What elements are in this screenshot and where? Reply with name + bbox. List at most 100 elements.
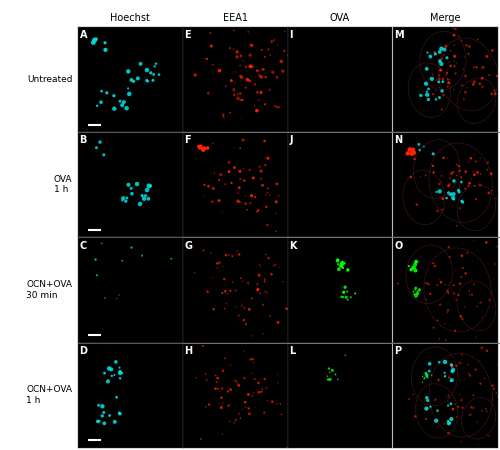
Circle shape: [458, 165, 460, 167]
Circle shape: [121, 260, 123, 262]
Circle shape: [224, 290, 226, 292]
Circle shape: [466, 252, 468, 254]
Circle shape: [459, 207, 461, 209]
Circle shape: [130, 246, 132, 249]
Circle shape: [258, 391, 260, 394]
Circle shape: [424, 372, 428, 375]
Circle shape: [243, 179, 246, 182]
Circle shape: [277, 382, 278, 383]
Circle shape: [462, 354, 463, 356]
Circle shape: [104, 41, 106, 45]
Circle shape: [455, 270, 456, 271]
Circle shape: [464, 306, 466, 308]
Circle shape: [450, 417, 454, 421]
Circle shape: [488, 192, 490, 194]
Circle shape: [472, 260, 474, 261]
Circle shape: [248, 308, 250, 311]
Circle shape: [280, 414, 282, 415]
Circle shape: [444, 45, 448, 48]
Circle shape: [244, 20, 246, 22]
Circle shape: [206, 146, 210, 150]
Circle shape: [492, 399, 493, 401]
Circle shape: [438, 189, 442, 194]
Circle shape: [255, 109, 258, 112]
Circle shape: [229, 420, 231, 423]
Circle shape: [412, 151, 416, 155]
Circle shape: [442, 94, 444, 97]
Circle shape: [258, 274, 260, 277]
Text: J: J: [290, 135, 293, 145]
Circle shape: [442, 209, 444, 211]
Text: M: M: [394, 30, 404, 40]
Circle shape: [432, 74, 434, 76]
Circle shape: [448, 394, 450, 396]
Circle shape: [414, 269, 418, 273]
Circle shape: [337, 263, 339, 266]
Circle shape: [99, 100, 103, 104]
Circle shape: [245, 66, 247, 68]
Circle shape: [457, 3, 460, 6]
Circle shape: [446, 421, 451, 425]
Circle shape: [145, 79, 148, 82]
Circle shape: [469, 294, 470, 296]
Circle shape: [434, 399, 436, 401]
Circle shape: [460, 200, 464, 203]
Circle shape: [264, 164, 266, 166]
Circle shape: [286, 307, 288, 310]
Circle shape: [464, 91, 466, 94]
Circle shape: [100, 90, 103, 93]
Circle shape: [476, 171, 479, 174]
Circle shape: [464, 188, 466, 190]
Circle shape: [218, 179, 220, 181]
Circle shape: [232, 281, 234, 283]
Circle shape: [216, 267, 218, 269]
Circle shape: [250, 297, 252, 300]
Circle shape: [482, 86, 484, 88]
Circle shape: [206, 290, 209, 293]
Circle shape: [464, 378, 466, 379]
Circle shape: [438, 50, 442, 54]
Circle shape: [194, 272, 196, 274]
Circle shape: [218, 69, 222, 72]
Circle shape: [207, 185, 210, 188]
Circle shape: [113, 420, 117, 424]
Circle shape: [432, 153, 434, 156]
Circle shape: [451, 196, 456, 200]
Circle shape: [216, 262, 219, 265]
Circle shape: [124, 106, 129, 111]
Circle shape: [225, 285, 226, 287]
Circle shape: [299, 69, 302, 72]
Circle shape: [452, 179, 456, 183]
Circle shape: [243, 351, 245, 352]
Circle shape: [337, 267, 340, 271]
Circle shape: [327, 378, 330, 381]
Circle shape: [146, 80, 149, 82]
Circle shape: [248, 393, 250, 396]
Circle shape: [238, 413, 240, 415]
Circle shape: [442, 81, 444, 83]
Circle shape: [202, 149, 205, 152]
Circle shape: [234, 422, 235, 423]
Circle shape: [232, 73, 234, 74]
Circle shape: [266, 254, 267, 255]
Circle shape: [414, 415, 416, 418]
Circle shape: [496, 75, 498, 77]
Circle shape: [268, 89, 270, 91]
Circle shape: [238, 275, 240, 276]
Circle shape: [101, 243, 102, 244]
Circle shape: [419, 94, 422, 97]
Circle shape: [475, 66, 478, 68]
Circle shape: [248, 407, 250, 410]
Circle shape: [460, 176, 462, 178]
Circle shape: [459, 283, 462, 285]
Circle shape: [490, 58, 491, 60]
Circle shape: [486, 169, 488, 171]
Circle shape: [274, 265, 275, 266]
Circle shape: [428, 362, 432, 366]
Circle shape: [211, 18, 213, 21]
Circle shape: [344, 285, 347, 289]
Circle shape: [470, 178, 472, 179]
Circle shape: [198, 146, 202, 150]
Circle shape: [432, 93, 434, 95]
Circle shape: [426, 407, 428, 410]
